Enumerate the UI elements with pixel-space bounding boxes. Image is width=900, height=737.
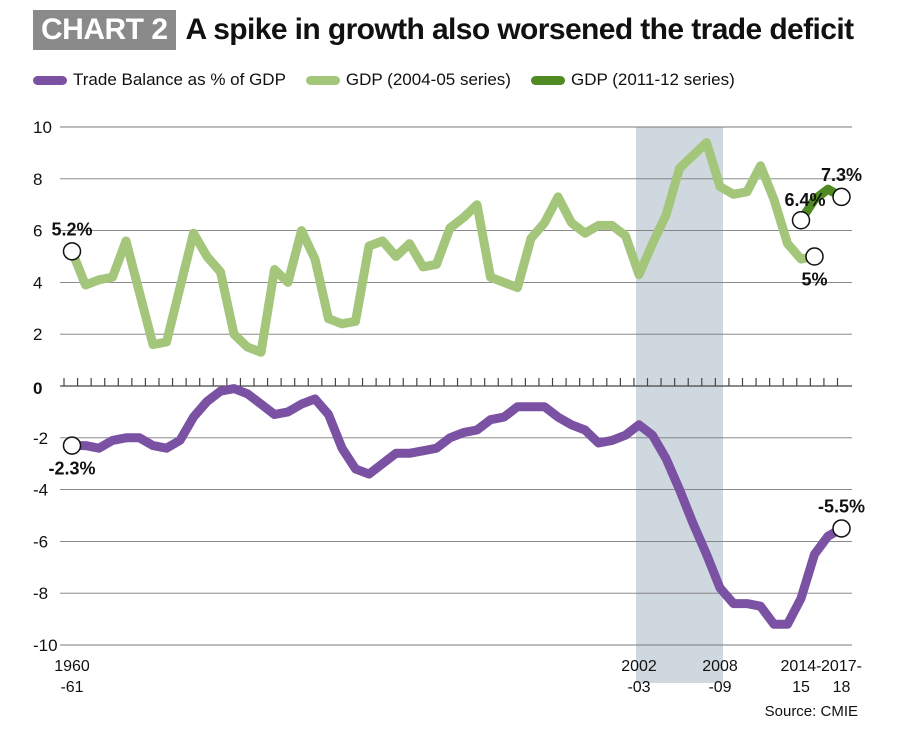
legend-label-gdp-2011-12: GDP (2011-12 series) bbox=[570, 70, 735, 89]
chart-header: CHART 2 A spike in growth also worsened … bbox=[33, 10, 855, 50]
y-tick-label: -6 bbox=[33, 532, 48, 551]
data-point-marker bbox=[62, 242, 82, 261]
y-tick-label: -10 bbox=[33, 636, 58, 655]
y-tick-label: 0 bbox=[33, 379, 42, 398]
legend: Trade Balance as % of GDP GDP (2004-05 s… bbox=[33, 70, 755, 90]
y-tick-label: 8 bbox=[33, 170, 42, 189]
y-tick-label: 4 bbox=[33, 273, 42, 292]
trade-balance-line bbox=[67, 384, 846, 629]
data-point-marker bbox=[791, 210, 811, 230]
data-point-marker bbox=[832, 519, 851, 538]
x-tick-label: -03 bbox=[627, 679, 650, 696]
y-tick-label: -8 bbox=[33, 584, 48, 603]
legend-item-gdp-2004-05: GDP (2004-05 series) bbox=[305, 70, 511, 90]
x-tick-label: 2014- bbox=[781, 658, 822, 675]
legend-label-gdp-2004-05: GDP (2004-05 series) bbox=[345, 70, 511, 89]
data-label: 6.4% bbox=[784, 190, 825, 210]
shaded-period bbox=[636, 127, 723, 683]
data-point-marker bbox=[62, 436, 82, 455]
data-label: 5% bbox=[801, 270, 827, 290]
y-tick-label: -2 bbox=[33, 429, 48, 448]
chart-title: A spike in growth also worsened the trad… bbox=[185, 13, 855, 46]
data-point-marker bbox=[832, 187, 851, 207]
y-tick-label: 6 bbox=[33, 222, 42, 241]
x-tick-label: -61 bbox=[60, 679, 83, 696]
legend-label-trade-balance: Trade Balance as % of GDP bbox=[73, 70, 286, 89]
x-tick-label: 18 bbox=[833, 679, 851, 696]
data-label: -2.3% bbox=[48, 459, 95, 479]
data-label: 7.3% bbox=[821, 165, 862, 185]
x-tick-label: 2017- bbox=[821, 658, 862, 675]
x-tick-label: 1960 bbox=[54, 658, 90, 675]
x-tick-label: 2002 bbox=[621, 658, 657, 675]
data-point-marker bbox=[805, 247, 824, 266]
legend-swatch-trade-balance bbox=[33, 75, 67, 85]
y-tick-label: 2 bbox=[33, 325, 42, 344]
legend-item-gdp-2011-12: GDP (2011-12 series) bbox=[530, 70, 735, 90]
chart-number-badge: CHART 2 bbox=[33, 10, 176, 50]
data-label: -5.5% bbox=[818, 496, 865, 516]
data-label: 5.2% bbox=[51, 219, 92, 239]
legend-item-trade-balance: Trade Balance as % of GDP bbox=[33, 70, 286, 90]
source-note: Source: CMIE bbox=[764, 703, 858, 720]
legend-swatch-gdp-2011-12 bbox=[530, 75, 565, 85]
gdp-2004-05-line bbox=[67, 138, 819, 357]
x-tick-label: 2008 bbox=[702, 658, 738, 675]
y-tick-label: 10 bbox=[33, 118, 52, 137]
x-tick-label: 15 bbox=[792, 679, 810, 696]
y-tick-label: -4 bbox=[33, 481, 48, 500]
legend-swatch-gdp-2004-05 bbox=[305, 75, 340, 85]
x-tick-label: -09 bbox=[708, 679, 731, 696]
